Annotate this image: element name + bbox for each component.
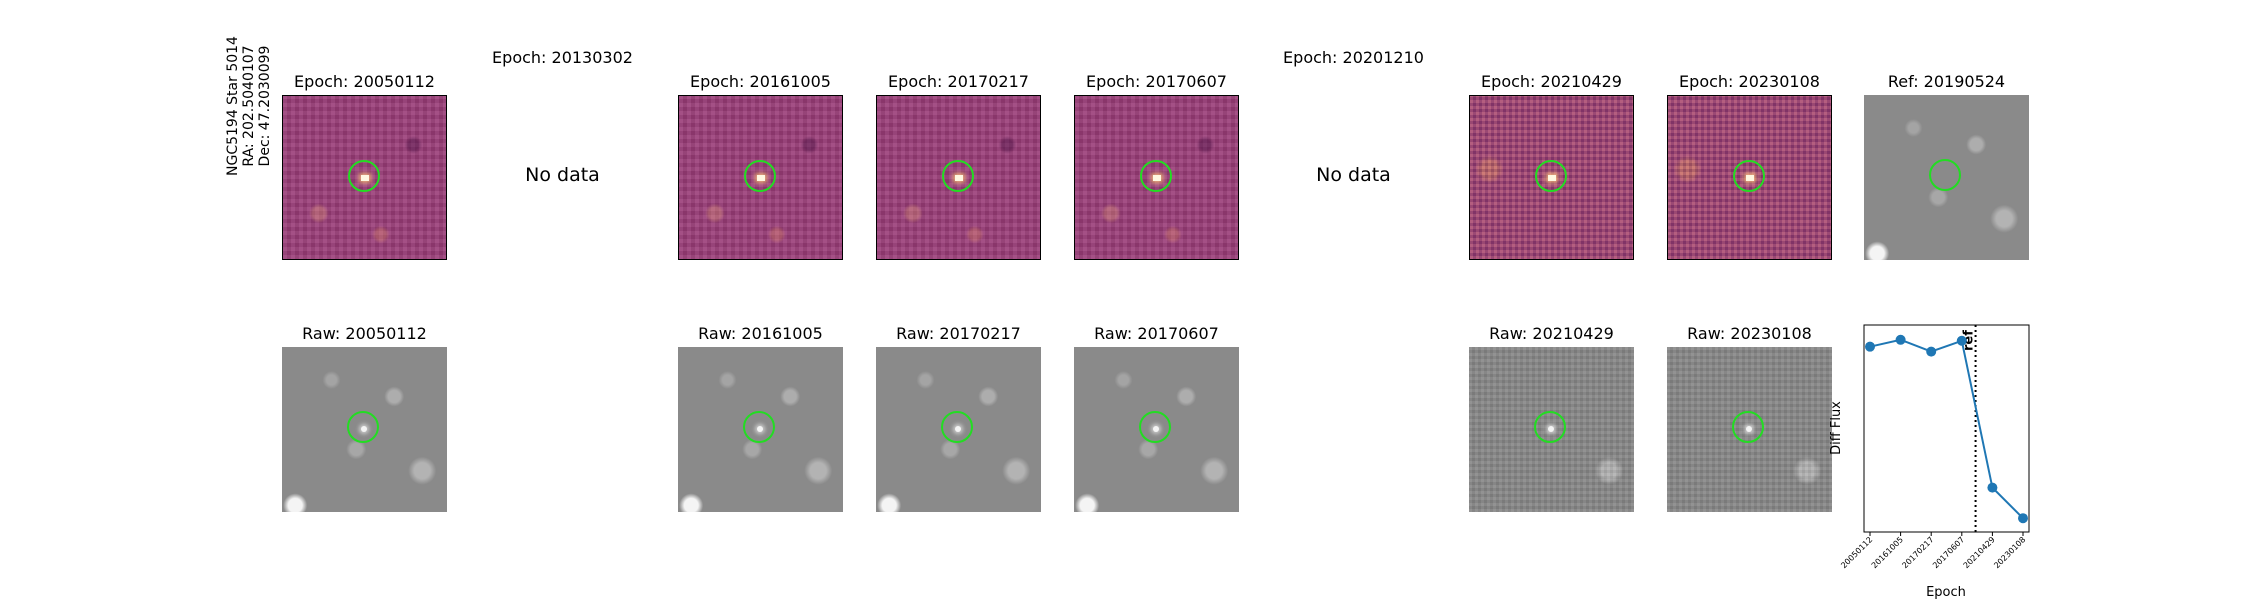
data-point: [1865, 341, 1875, 352]
aperture-circle: [1140, 160, 1172, 192]
data-point: [1926, 346, 1937, 357]
aperture-circle: [347, 411, 379, 443]
ref-image-20190524: [1864, 95, 2029, 260]
epoch-title-2: Epoch: 20130302: [492, 48, 633, 67]
epoch-title-6: Epoch: 20201210: [1283, 48, 1424, 67]
raw-image-20170217: [876, 347, 1041, 512]
y-axis-label: Diff Flux: [1829, 401, 1844, 455]
aperture-circle: [743, 411, 775, 443]
epoch-title-4: Epoch: 20170217: [888, 72, 1029, 91]
raw-title-1: Raw: 20050112: [302, 324, 427, 343]
star-name: NGC5194 Star 5014: [225, 36, 241, 176]
raw-image-20170607: [1074, 347, 1239, 512]
x-tick-label: 20170217: [1900, 535, 1935, 570]
aperture-circle: [942, 160, 974, 192]
data-point: [1895, 334, 1906, 345]
ref-line-label: ref: [1962, 330, 1977, 351]
raw-image-20210429: [1469, 347, 1634, 512]
x-tick-label: 20161005: [1870, 535, 1905, 570]
raw-title-4: Raw: 20170607: [1094, 324, 1219, 343]
aperture-circle: [1929, 159, 1961, 191]
no-data-20201210: No data: [1316, 164, 1391, 186]
aperture-circle: [1733, 160, 1765, 192]
diff-image-20210429: [1469, 95, 1634, 260]
raw-title-3: Raw: 20170217: [896, 324, 1021, 343]
aperture-circle: [941, 411, 973, 443]
diff-image-20161005: [678, 95, 843, 260]
epoch-title-8: Epoch: 20230108: [1679, 72, 1820, 91]
aperture-circle: [348, 160, 380, 192]
aperture-circle: [1139, 411, 1171, 443]
star-info-label: NGC5194 Star 5014 RA: 202.5040107 Dec: 4…: [225, 36, 273, 176]
diff-image-20170607: [1074, 95, 1239, 260]
data-point: [1987, 482, 1998, 493]
epoch-title-5: Epoch: 20170607: [1086, 72, 1227, 91]
aperture-circle: [1534, 411, 1566, 443]
raw-image-20230108: [1667, 347, 1832, 512]
data-point: [2018, 513, 2028, 524]
epoch-title-7: Epoch: 20210429: [1481, 72, 1622, 91]
epoch-title-1: Epoch: 20050112: [294, 72, 435, 91]
data-point: [1956, 335, 1967, 346]
raw-title-6: Raw: 20230108: [1687, 324, 1812, 343]
raw-title-5: Raw: 20210429: [1489, 324, 1614, 343]
ref-title: Ref: 20190524: [1887, 72, 2006, 91]
series-line: [1869, 338, 2024, 519]
epoch-title-3: Epoch: 20161005: [690, 72, 831, 91]
star-ra: RA: 202.5040107: [241, 45, 257, 167]
raw-title-2: Raw: 20161005: [698, 324, 823, 343]
x-tick-label: 20230108: [1992, 535, 2027, 570]
diff-image-20170217: [876, 95, 1041, 260]
raw-image-20050112: [282, 347, 447, 512]
aperture-circle: [744, 160, 776, 192]
diff-image-20050112: [282, 95, 447, 260]
no-data-20130302: No data: [525, 164, 600, 186]
raw-image-20161005: [678, 347, 843, 512]
aperture-circle: [1535, 160, 1567, 192]
diff-image-20230108: [1667, 95, 1832, 260]
plot-frame: [1863, 324, 2030, 533]
x-tick-label: 20210429: [1962, 535, 1997, 570]
x-tick-label: 20170607: [1931, 535, 1966, 570]
light-curve-chart: 2005011220161005201702172017060720210429…: [1829, 324, 2030, 600]
x-tick-label: 20050112: [1839, 535, 1874, 570]
aperture-circle: [1732, 411, 1764, 443]
x-axis-label: Epoch: [1926, 585, 1966, 600]
star-dec: Dec: 47.2030099: [257, 45, 273, 167]
